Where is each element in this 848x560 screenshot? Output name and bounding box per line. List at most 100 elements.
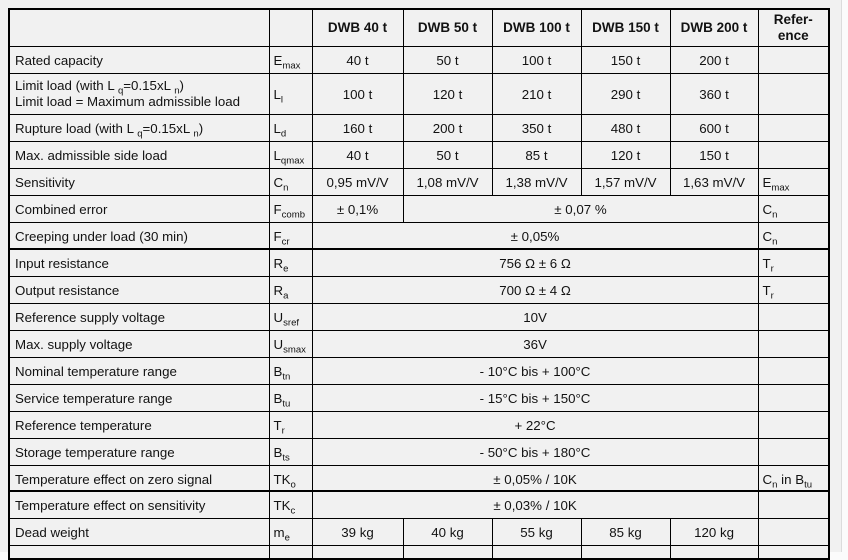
- table-row: Storage temperature range Bts - 50°C bis +…: [8, 438, 830, 466]
- spec-table-slice-middle: Input resistance Re 756 Ω ± 6 Ω Tr Output re…: [8, 248, 831, 494]
- value-cell: 85 t: [491, 141, 582, 169]
- row-label-cell: Temperature effect on zero signal: [8, 465, 270, 494]
- value-cell: 36V: [311, 330, 759, 358]
- column-header: DWB 50 t: [402, 8, 493, 47]
- symbol-cell: Bts: [268, 438, 313, 466]
- empty-cell: [491, 545, 582, 560]
- value-cell: 360 t: [669, 73, 759, 115]
- empty-cell: [311, 545, 404, 560]
- row-label-cell: Rated capacity: [8, 46, 270, 74]
- value-cell: 100 t: [311, 73, 404, 115]
- header-empty-cell: [8, 8, 270, 47]
- table-row: Temperature effect on sensitivity TKc ± 0,…: [8, 490, 830, 519]
- value-cell: 1,38 mV/V: [491, 168, 582, 196]
- header-row: DWB 40 t DWB 50 t DWB 100 t DWB 150 t DWB 20…: [8, 8, 830, 47]
- value-cell: 210 t: [491, 73, 582, 115]
- symbol-cell: TKc: [268, 490, 313, 519]
- value-cell: 120 t: [402, 73, 493, 115]
- value-cell: 480 t: [580, 114, 671, 142]
- row-label-cell: Max. supply voltage: [8, 330, 270, 358]
- reference-cell: [757, 303, 830, 331]
- column-header: DWB 200 t: [669, 8, 759, 47]
- value-cell: - 10°C bis + 100°C: [311, 357, 759, 385]
- row-label-cell: Limit load (with L q=0.15xL n) Limit load…: [8, 73, 270, 115]
- value-cell: - 50°C bis + 180°C: [311, 438, 759, 466]
- value-cell: 40 kg: [402, 518, 493, 546]
- value-cell: 40 t: [311, 141, 404, 169]
- value-cell: 40 t: [311, 46, 404, 74]
- header-empty-cell: [268, 8, 313, 47]
- table-row: Sensitivity Cn 0,95 mV/V 1,08 mV/V 1,38 mV/V…: [8, 168, 830, 196]
- symbol-cell: Re: [268, 248, 313, 277]
- value-cell: 700 Ω ± 4 Ω: [311, 276, 759, 304]
- value-cell: 600 t: [669, 114, 759, 142]
- row-label-line: Limit load (with L q=0.15xL n): [15, 78, 184, 97]
- value-cell: 350 t: [491, 114, 582, 142]
- table-row: Reference supply voltage Usref 10V: [8, 303, 830, 331]
- value-cell: ± 0,05%: [311, 222, 759, 251]
- reference-cell: Cn: [757, 195, 830, 223]
- spec-table: Temperature effect on sensitivity TKc ± 0,…: [8, 490, 831, 560]
- empty-cell: [580, 545, 671, 560]
- spec-table: DWB 40 t DWB 50 t DWB 100 t DWB 150 t DWB 20…: [8, 8, 830, 251]
- value-cell: ± 0,03% / 10K: [311, 490, 759, 519]
- reference-cell: [757, 490, 830, 519]
- row-label-cell: Nominal temperature range: [8, 357, 270, 385]
- value-cell: 0,95 mV/V: [311, 168, 404, 196]
- symbol-cell: Tr: [268, 411, 313, 439]
- table-row: Max. supply voltage Usmax 36V: [8, 330, 830, 358]
- spec-table: Input resistance Re 756 Ω ± 6 Ω Tr Output re…: [8, 248, 831, 494]
- reference-cell: [757, 518, 830, 546]
- reference-cell: Tr: [757, 248, 830, 277]
- table-row: Max. admissible side load Lqmax 40 t 50 t 85…: [8, 141, 830, 169]
- reference-cell: Cn: [757, 222, 830, 251]
- value-cell: 39 kg: [311, 518, 404, 546]
- value-cell: 150 t: [580, 46, 671, 74]
- symbol-cell: TKo: [268, 465, 313, 494]
- value-cell: 200 t: [402, 114, 493, 142]
- reference-cell: [757, 384, 830, 412]
- value-cell: 1,08 mV/V: [402, 168, 493, 196]
- reference-cell: [757, 438, 830, 466]
- value-cell: 120 kg: [669, 518, 759, 546]
- reference-cell: [757, 357, 830, 385]
- value-cell: 10V: [311, 303, 759, 331]
- spec-table-slice-bottom: Temperature effect on sensitivity TKc ± 0,…: [8, 490, 831, 560]
- table-row: Input resistance Re 756 Ω ± 6 Ω Tr: [8, 248, 830, 277]
- symbol-cell: Ld: [268, 114, 313, 142]
- column-header: DWB 150 t: [580, 8, 671, 47]
- value-cell: 100 t: [491, 46, 582, 74]
- row-label-cell: Reference temperature: [8, 411, 270, 439]
- table-row: Output resistance Ra 700 Ω ± 4 Ω Tr: [8, 276, 830, 304]
- value-cell: 756 Ω ± 6 Ω: [311, 248, 759, 277]
- column-header: DWB 40 t: [311, 8, 404, 47]
- table-row-partial: [8, 545, 830, 560]
- reference-cell: Emax: [757, 168, 830, 196]
- reference-cell: [757, 141, 830, 169]
- row-label-cell: Storage temperature range: [8, 438, 270, 466]
- reference-cell: Tr: [757, 276, 830, 304]
- symbol-cell: Ra: [268, 276, 313, 304]
- table-row: Dead weight me 39 kg 40 kg 55 kg 85 kg 120 kg: [8, 518, 830, 546]
- row-label-line: Limit load = Maximum admissible load: [15, 94, 241, 109]
- table-row: Temperature effect on zero signal TKo ± 0,…: [8, 465, 830, 494]
- value-cell: + 22°C: [311, 411, 759, 439]
- row-label-cell: Service temperature range: [8, 384, 270, 412]
- empty-cell: [402, 545, 493, 560]
- value-cell: 85 kg: [580, 518, 671, 546]
- reference-cell: [757, 114, 830, 142]
- empty-cell: [669, 545, 759, 560]
- symbol-cell: Lqmax: [268, 141, 313, 169]
- table-row: Limit load (with L q=0.15xL n) Limit load…: [8, 73, 830, 115]
- table-row: Service temperature range Btu - 15°C bis +…: [8, 384, 830, 412]
- table-row: Reference temperature Tr + 22°C: [8, 411, 830, 439]
- reference-cell: [757, 73, 830, 115]
- symbol-cell: Fcr: [268, 222, 313, 251]
- reference-cell: [757, 411, 830, 439]
- symbol-cell: Cn: [268, 168, 313, 196]
- symbol-cell: me: [268, 518, 313, 546]
- column-header: Refer- ence: [757, 8, 830, 47]
- reference-cell: [757, 46, 830, 74]
